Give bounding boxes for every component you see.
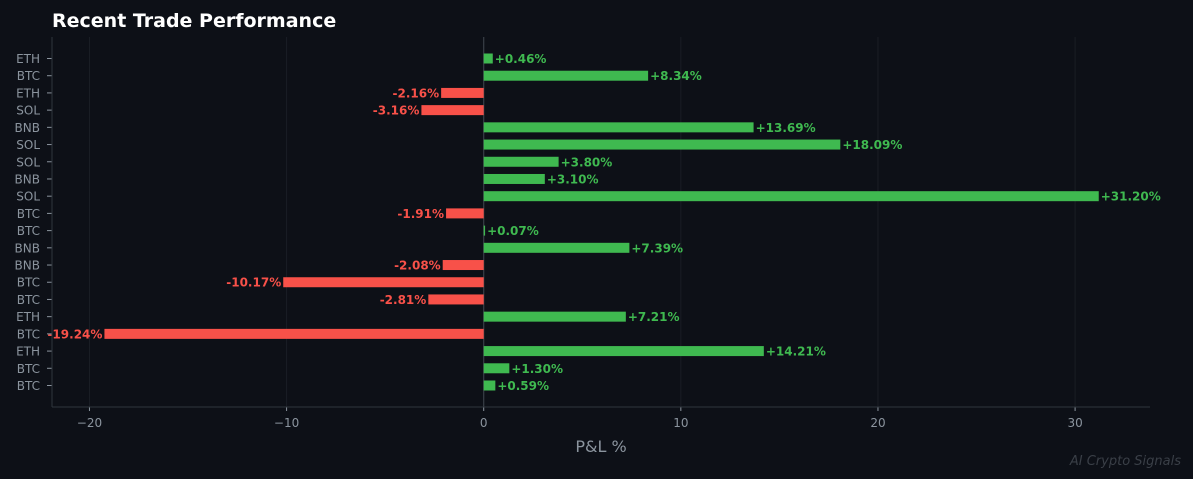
- y-tick-label: SOL: [16, 138, 40, 152]
- bar: [483, 70, 649, 81]
- data-label: +3.80%: [561, 155, 613, 169]
- x-tick-label: 10: [673, 416, 688, 430]
- bar: [483, 139, 841, 150]
- bar: [283, 277, 484, 288]
- y-tick-label: SOL: [16, 190, 40, 204]
- data-label: +0.59%: [497, 379, 549, 393]
- bar: [483, 173, 545, 184]
- bar: [428, 294, 484, 305]
- bar: [483, 380, 496, 391]
- x-tick-label: −20: [77, 416, 102, 430]
- data-label: -10.17%: [226, 276, 281, 290]
- y-tick-label: BTC: [17, 207, 40, 221]
- y-tick-label: ETH: [16, 345, 40, 359]
- bar: [421, 105, 484, 116]
- bar: [483, 53, 493, 64]
- data-label: +31.20%: [1101, 190, 1161, 204]
- chart-title: Recent Trade Performance: [52, 10, 336, 32]
- data-label: +7.39%: [631, 241, 683, 255]
- y-tick-label: ETH: [16, 310, 40, 324]
- y-tick-label: BTC: [17, 327, 40, 341]
- data-label: +8.34%: [650, 69, 702, 83]
- y-tick-label: BNB: [15, 172, 40, 186]
- data-label: -3.16%: [373, 104, 420, 118]
- bar: [483, 242, 630, 253]
- x-tick-label: 0: [480, 416, 488, 430]
- watermark: AI Crypto Signals: [1069, 454, 1181, 469]
- y-tick-label: BNB: [15, 241, 40, 255]
- data-label: +7.21%: [628, 310, 680, 324]
- y-tick-label: BTC: [17, 293, 40, 307]
- bar: [441, 87, 484, 98]
- data-label: +3.10%: [547, 172, 599, 186]
- data-label: +14.21%: [766, 345, 826, 359]
- y-tick-label: BTC: [17, 69, 40, 83]
- bar: [483, 363, 510, 374]
- y-tick-label: SOL: [16, 104, 40, 118]
- data-label: +1.30%: [511, 362, 563, 376]
- x-tick-label: 30: [1067, 416, 1082, 430]
- bar: [483, 156, 559, 167]
- data-label: -1.91%: [397, 207, 444, 221]
- bar: [483, 122, 754, 133]
- y-tick-label: BTC: [17, 276, 40, 290]
- data-label: +0.46%: [495, 52, 547, 66]
- y-tick-label: BNB: [15, 121, 40, 135]
- y-tick-label: BTC: [17, 362, 40, 376]
- bar: [483, 191, 1099, 202]
- y-tick-label: BNB: [15, 259, 40, 273]
- data-label: -2.08%: [394, 259, 441, 273]
- data-label: +18.09%: [842, 138, 902, 152]
- y-tick-label: BTC: [17, 224, 40, 238]
- y-tick-label: BTC: [17, 379, 40, 393]
- data-label: -2.16%: [393, 86, 440, 100]
- y-tick-label: ETH: [16, 86, 40, 100]
- y-tick-label: ETH: [16, 52, 40, 66]
- x-tick-label: 20: [870, 416, 885, 430]
- y-tick-label: SOL: [16, 155, 40, 169]
- x-tick-label: −10: [274, 416, 299, 430]
- data-label: +0.07%: [487, 224, 539, 238]
- x-axis-label: P&L %: [575, 437, 626, 456]
- bar: [483, 225, 486, 236]
- data-label: +13.69%: [756, 121, 816, 135]
- data-label: -19.24%: [47, 327, 102, 341]
- bar: [483, 311, 626, 322]
- bar: [446, 208, 484, 219]
- data-label: -2.81%: [380, 293, 427, 307]
- bar: [483, 346, 764, 357]
- bar: [104, 328, 484, 339]
- bar: [442, 260, 484, 271]
